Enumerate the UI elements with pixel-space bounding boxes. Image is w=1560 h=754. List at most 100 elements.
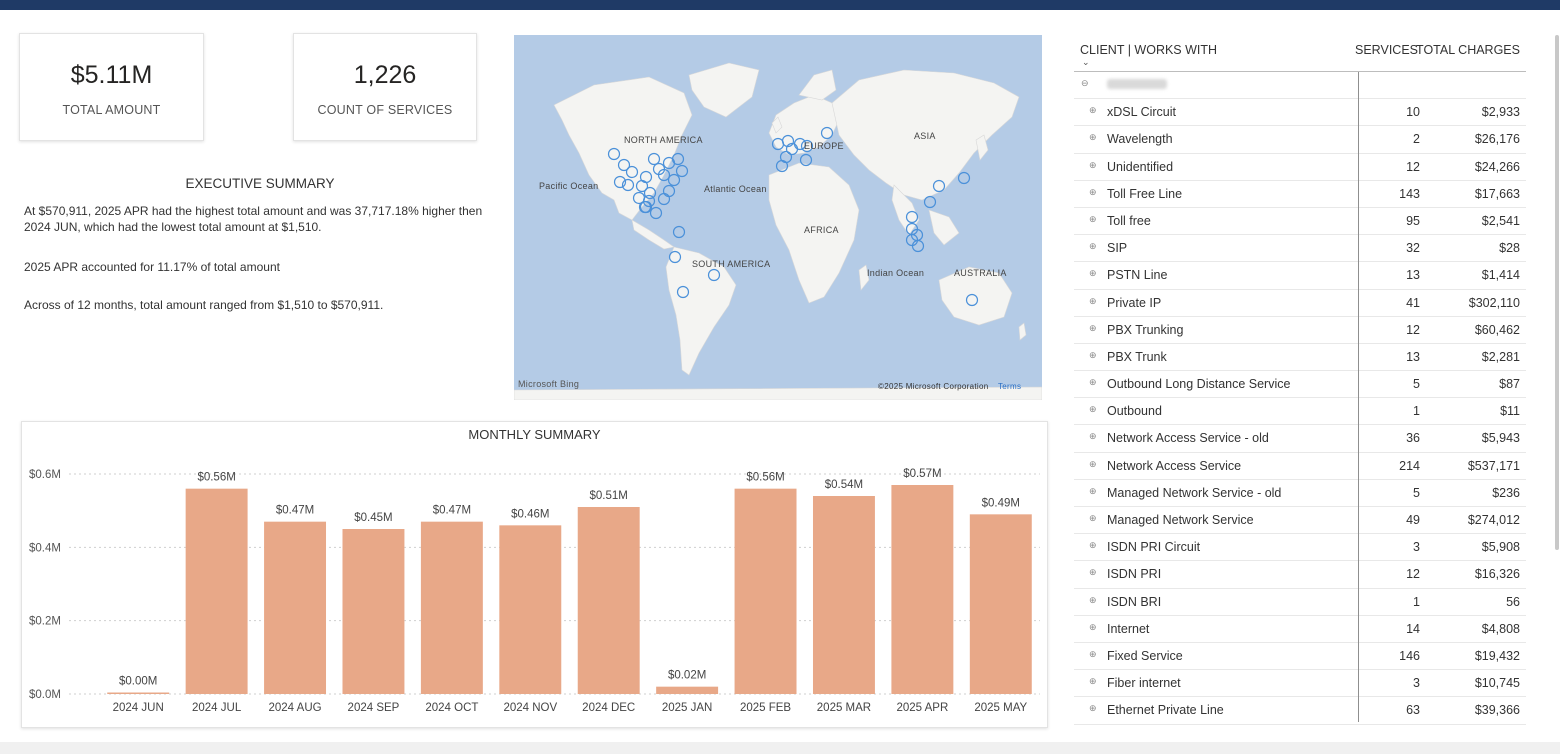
table-row[interactable]: ⊕ ISDN PRI 12 $16,326 (1074, 561, 1526, 589)
map-label-africa: AFRICA (804, 225, 839, 235)
table-row[interactable]: ⊕ SIP 32 $28 (1074, 235, 1526, 263)
expand-icon[interactable]: ⊕ (1089, 322, 1097, 333)
expand-icon[interactable]: ⊕ (1089, 676, 1097, 687)
table-row[interactable]: ⊕ Toll Free Line 143 $17,663 (1074, 181, 1526, 208)
map-label-atlantic: Atlantic Ocean (704, 184, 767, 194)
table-row[interactable]: ⊕ Wavelength 2 $26,176 (1074, 126, 1526, 154)
bar[interactable] (577, 507, 640, 694)
expand-icon[interactable]: ⊕ (1089, 594, 1097, 605)
service-name: Toll free (1107, 213, 1151, 228)
sort-chevron-down-icon[interactable]: ⌄ (1082, 57, 1090, 67)
expand-icon[interactable]: ⊕ (1089, 268, 1097, 279)
service-name: xDSL Circuit (1107, 105, 1176, 120)
world-map-land (514, 62, 1042, 400)
table-row[interactable]: ⊕ Fixed Service 146 $19,432 (1074, 643, 1526, 671)
table-row[interactable]: ⊕ PSTN Line 13 $1,414 (1074, 262, 1526, 290)
expand-icon[interactable]: ⊕ (1089, 377, 1097, 388)
bar[interactable] (734, 488, 797, 694)
monthly-summary-chart[interactable]: MONTHLY SUMMARY $0.0M $0.2M $0.4M $0.6M $0.0… (21, 421, 1048, 728)
service-count: 146 (1399, 648, 1420, 663)
header-client[interactable]: CLIENT | WORKS WITH (1080, 43, 1218, 57)
table-row[interactable]: ⊕ Network Access Service - old 36 $5,943 (1074, 425, 1526, 453)
expand-icon[interactable]: ⊕ (1089, 213, 1097, 224)
bar[interactable] (185, 488, 248, 694)
service-charges: $11 (1500, 404, 1520, 419)
expand-icon[interactable]: ⊕ (1089, 621, 1097, 632)
table-row[interactable]: ⊕ Private IP 41 $302,110 (1074, 290, 1526, 317)
expand-icon[interactable]: ⊕ (1089, 540, 1097, 551)
expand-icon[interactable]: ⊕ (1089, 513, 1097, 523)
service-locations-map[interactable]: NORTH AMERICA EUROPE ASIA Pacific Ocean … (514, 35, 1042, 400)
expand-icon[interactable]: ⊕ (1089, 458, 1097, 469)
table-row[interactable]: ⊕ ISDN PRI Circuit 3 $5,908 (1074, 534, 1526, 562)
service-charges: $274,012 (1467, 513, 1520, 527)
service-charges: $16,326 (1474, 567, 1520, 582)
x-tick-label: 2025 MAY (974, 702, 1027, 714)
expand-icon[interactable]: ⊕ (1089, 349, 1097, 360)
service-location-markers (607, 126, 979, 307)
x-tick-label: 2024 SEP (348, 702, 400, 714)
table-row[interactable]: ⊕ Toll free 95 $2,541 (1074, 208, 1526, 236)
service-count: 10 (1406, 105, 1420, 120)
x-tick-label: 2025 APR (896, 702, 948, 714)
table-row[interactable]: ⊕ Unidentified 12 $24,266 (1074, 154, 1526, 181)
table-scrollbar[interactable] (1555, 35, 1559, 550)
expand-icon[interactable]: ⊕ (1089, 648, 1097, 659)
bar[interactable] (107, 692, 170, 695)
expand-icon[interactable]: ⊕ (1089, 703, 1097, 714)
table-row[interactable]: ⊕ PBX Trunk 13 $2,281 (1074, 344, 1526, 372)
map-label-europe: EUROPE (804, 141, 844, 151)
expand-icon[interactable]: ⊕ (1089, 485, 1097, 496)
expand-icon[interactable]: ⊕ (1089, 295, 1097, 306)
table-body: ⊕ xDSL Circuit 10 $2,933 ⊕ Wavelength 2 $26,176… (1074, 99, 1526, 725)
expand-icon[interactable]: ⊕ (1089, 186, 1097, 197)
bar[interactable] (969, 514, 1032, 694)
service-count: 13 (1406, 268, 1420, 283)
header-services[interactable]: SERVICES (1355, 43, 1418, 57)
bar[interactable] (656, 686, 719, 694)
table-row[interactable]: ⊕ Managed Network Service 49 $274,012 (1074, 507, 1526, 535)
y-tick-label: $0.6M (29, 469, 61, 481)
expand-icon[interactable]: ⊕ (1089, 105, 1097, 116)
map-terms-link[interactable]: Terms (998, 382, 1022, 391)
bar[interactable] (499, 525, 562, 694)
table-row[interactable]: ⊕ ISDN BRI 1 56 (1074, 589, 1526, 616)
service-count: 36 (1406, 431, 1420, 446)
service-count: 12 (1406, 159, 1420, 174)
service-name: PBX Trunking (1107, 322, 1184, 337)
expand-icon[interactable]: ⊕ (1089, 431, 1097, 442)
service-count: 5 (1413, 485, 1420, 500)
bar[interactable] (264, 521, 327, 694)
service-name: PSTN Line (1107, 268, 1168, 283)
table-row[interactable]: ⊕ Outbound Long Distance Service 5 $87 (1074, 371, 1526, 399)
count-of-services-card[interactable]: 1,226 COUNT OF SERVICES (293, 33, 477, 141)
header-total-charges[interactable]: TOTAL CHARGES (1416, 43, 1520, 57)
service-count: 5 (1413, 377, 1420, 392)
data-label: $0.02M (668, 670, 706, 682)
bar[interactable] (342, 529, 405, 694)
monthly-bar-chart: $0.0M $0.2M $0.4M $0.6M $0.00M 2024 JUN $0.56M… (29, 468, 1040, 714)
expand-icon[interactable]: ⊕ (1089, 132, 1097, 143)
table-row[interactable]: ⊕ Network Access Service 214 $537,171 (1074, 453, 1526, 480)
table-row[interactable]: ⊕ Fiber internet 3 $10,745 (1074, 670, 1526, 698)
table-row[interactable]: ⊕ Internet 14 $4,808 (1074, 616, 1526, 643)
bar[interactable] (420, 521, 483, 694)
bar[interactable] (891, 485, 954, 694)
expand-icon[interactable]: ⊕ (1089, 404, 1097, 415)
table-row[interactable]: ⊕ Outbound 1 $11 (1074, 398, 1526, 426)
table-row[interactable]: ⊕ PBX Trunking 12 $60,462 (1074, 317, 1526, 344)
collapse-icon[interactable]: ⊖ (1081, 78, 1089, 88)
table-row-client-group[interactable]: ⊖ (1074, 72, 1526, 100)
expand-icon[interactable]: ⊕ (1089, 159, 1097, 170)
table-row[interactable]: ⊕ Ethernet Private Line 63 $39,366 (1074, 697, 1526, 725)
service-count: 12 (1406, 567, 1420, 582)
x-tick-label: 2024 JUL (192, 702, 242, 714)
expand-icon[interactable]: ⊕ (1089, 241, 1097, 252)
total-amount-card[interactable]: $5.11M TOTAL AMOUNT (19, 33, 204, 141)
data-label: $0.56M (746, 472, 784, 484)
redacted-client-name (1107, 79, 1167, 89)
expand-icon[interactable]: ⊕ (1089, 567, 1097, 578)
table-row[interactable]: ⊕ Managed Network Service - old 5 $236 (1074, 480, 1526, 507)
bar[interactable] (812, 496, 875, 694)
table-row[interactable]: ⊕ xDSL Circuit 10 $2,933 (1074, 99, 1526, 127)
